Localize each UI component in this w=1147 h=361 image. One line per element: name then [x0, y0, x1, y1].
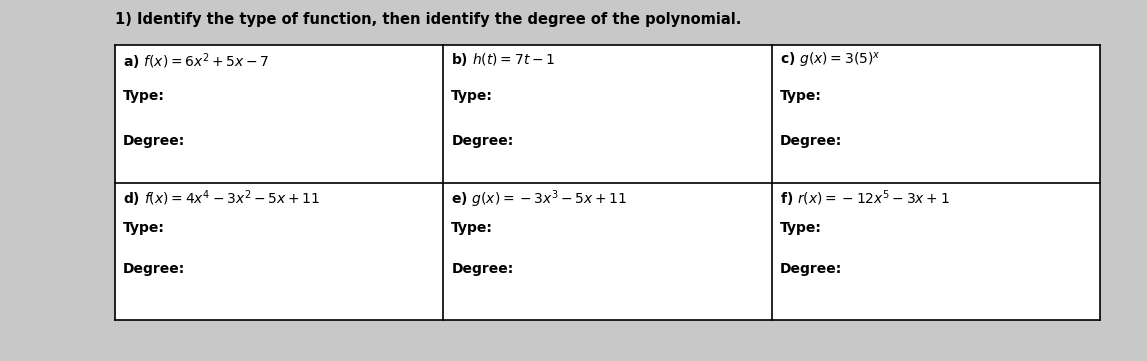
Bar [115, 45, 1100, 320]
Text: Degree:: Degree: [780, 134, 842, 148]
Text: 1) Identify the type of function, then identify the degree of the polynomial.: 1) Identify the type of function, then i… [115, 12, 741, 27]
Text: Type:: Type: [780, 89, 821, 103]
Text: Type:: Type: [123, 89, 165, 103]
Text: a) $f(x) = 6x^2 + 5x - 7$: a) $f(x) = 6x^2 + 5x - 7$ [123, 51, 270, 71]
Text: Type:: Type: [451, 89, 493, 103]
Text: Type:: Type: [123, 221, 165, 235]
Text: Degree:: Degree: [123, 134, 186, 148]
Text: d) $f(x) = 4x^4 - 3x^2 - 5x + 11$: d) $f(x) = 4x^4 - 3x^2 - 5x + 11$ [123, 188, 320, 209]
Text: Type:: Type: [451, 221, 493, 235]
Text: f) $r(x) = -12x^5 - 3x + 1$: f) $r(x) = -12x^5 - 3x + 1$ [780, 188, 950, 209]
Text: e) $g(x) = -3x^3 - 5x + 11$: e) $g(x) = -3x^3 - 5x + 11$ [451, 188, 627, 210]
Text: c) $g(x) = 3(5)^x$: c) $g(x) = 3(5)^x$ [780, 51, 881, 70]
Text: Degree:: Degree: [451, 134, 514, 148]
Text: Degree:: Degree: [451, 262, 514, 276]
Text: b) $h(t) = 7t - 1$: b) $h(t) = 7t - 1$ [451, 51, 555, 68]
Text: Type:: Type: [780, 221, 821, 235]
Text: Degree:: Degree: [780, 262, 842, 276]
Text: Degree:: Degree: [123, 262, 186, 276]
